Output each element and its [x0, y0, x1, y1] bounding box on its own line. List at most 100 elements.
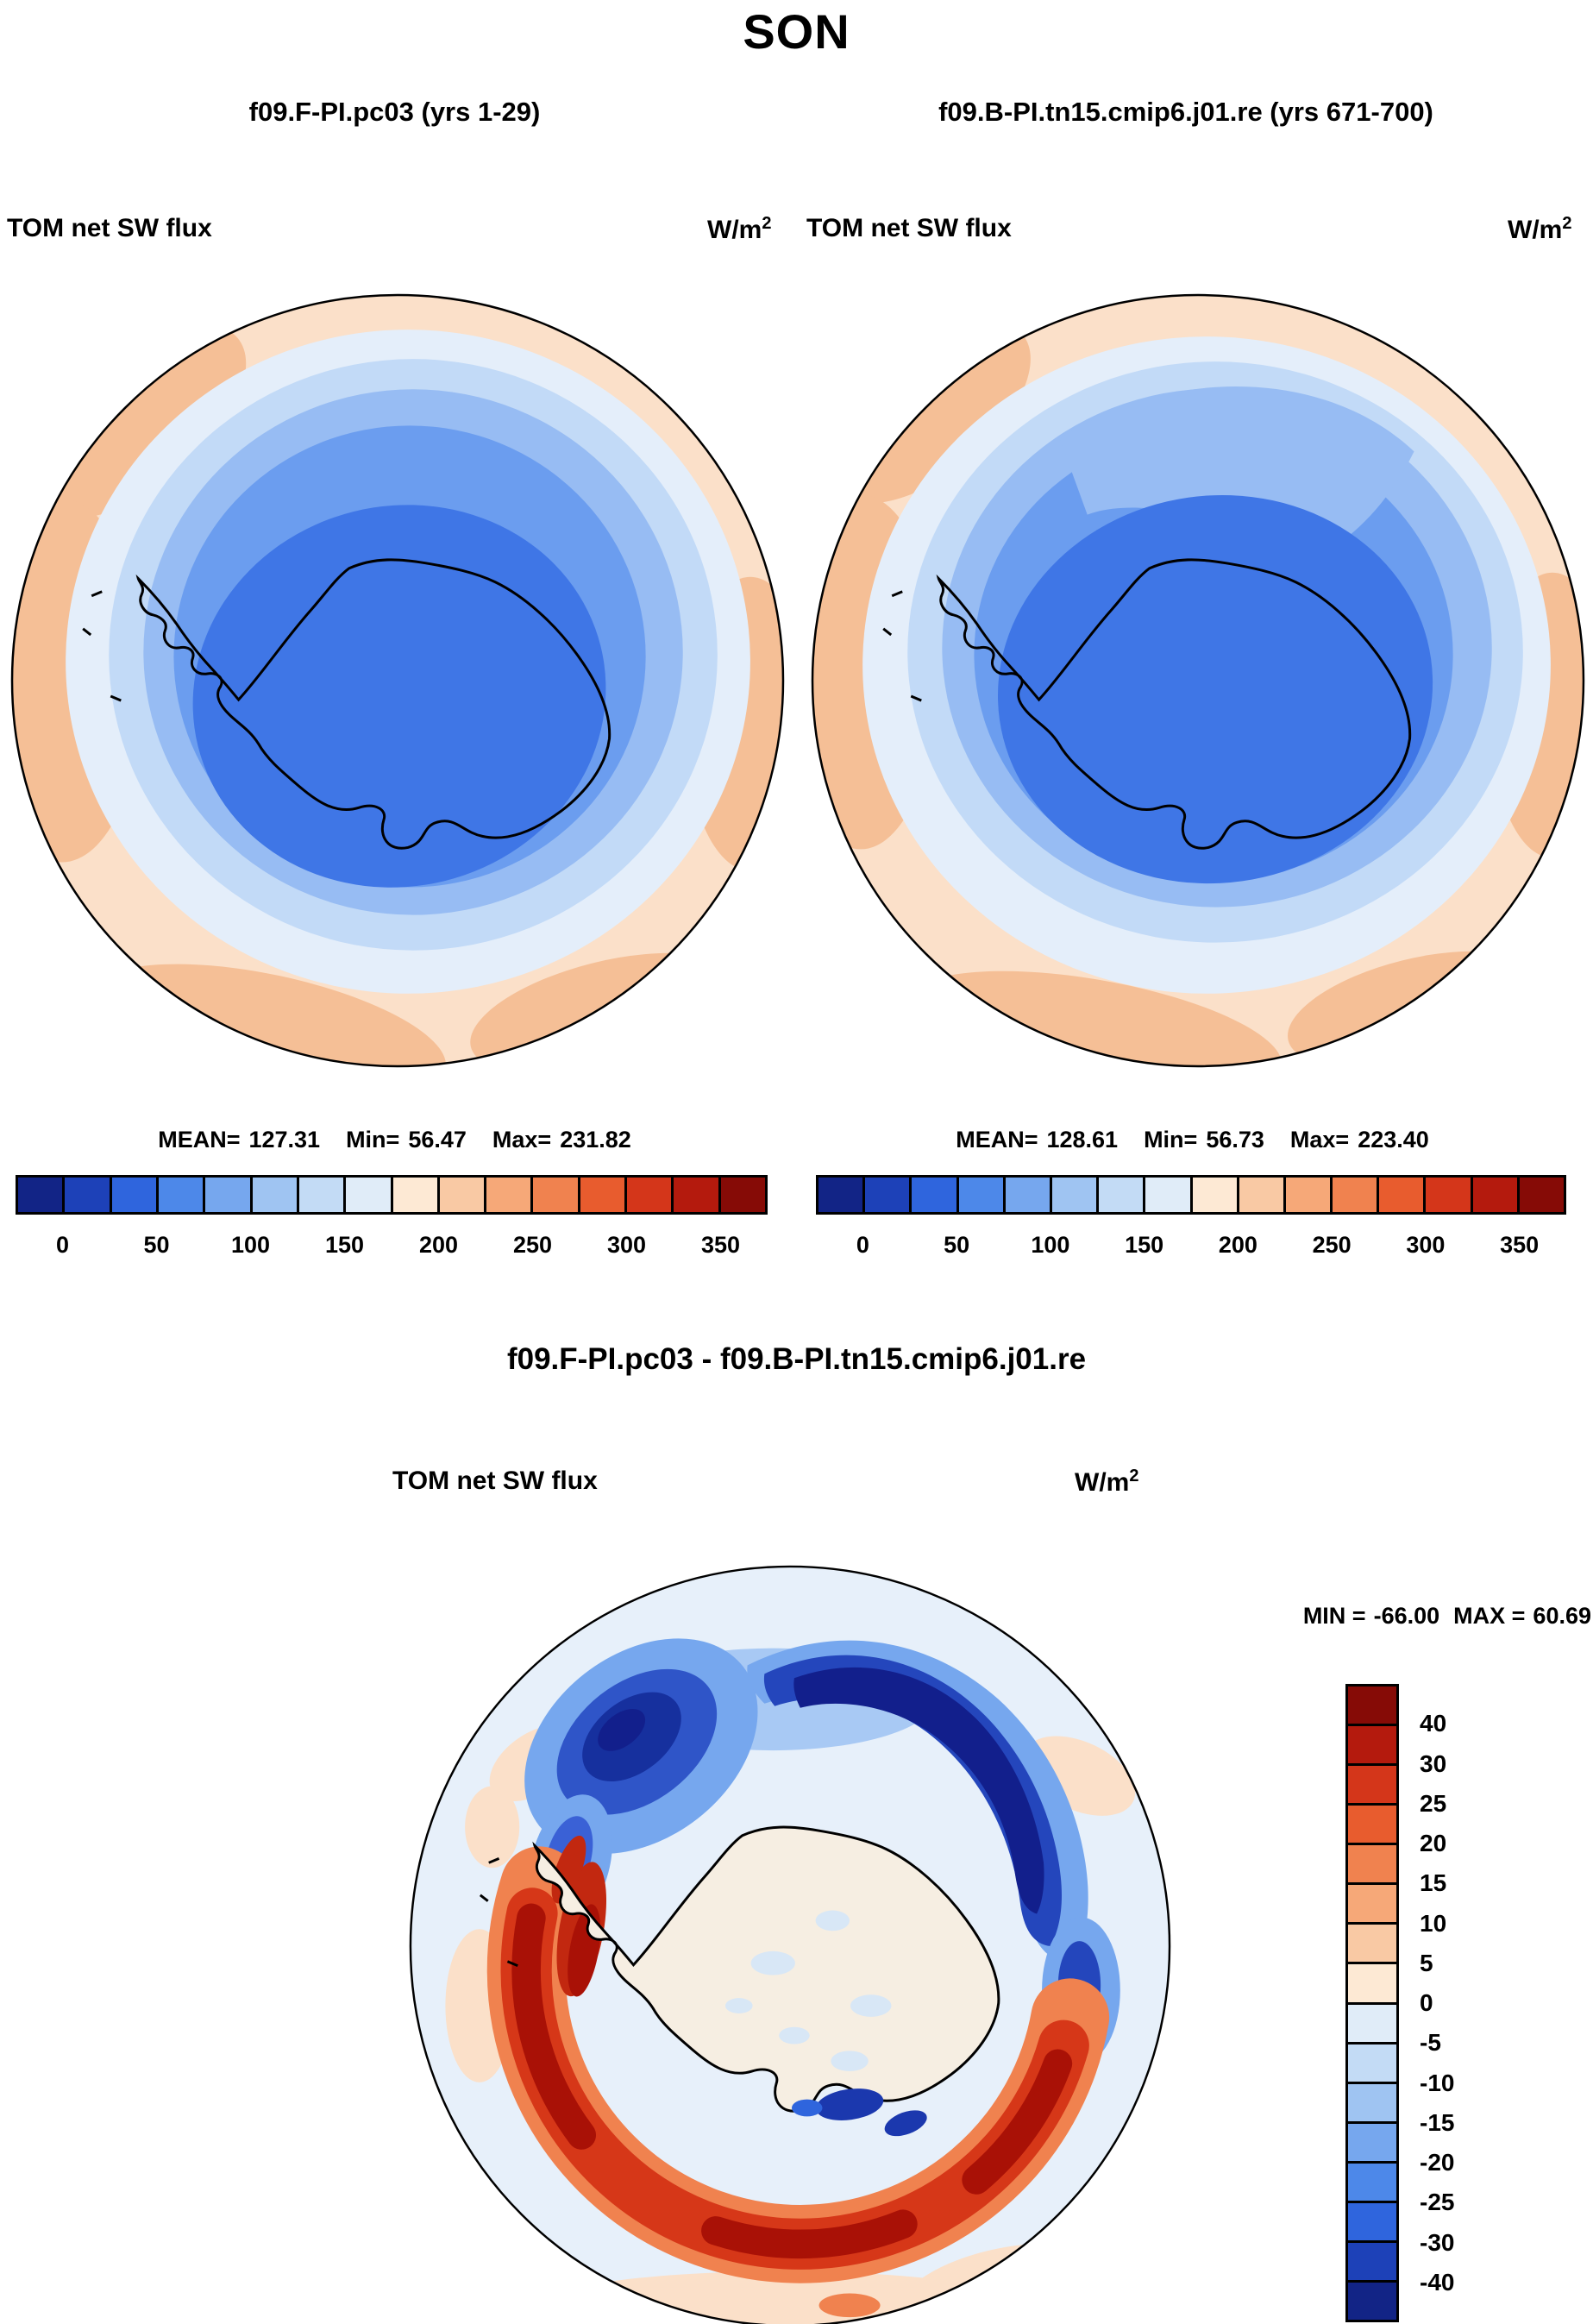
panel-a-units: W/m2 [707, 214, 771, 245]
panel-a-stats: MEAN= 127.31 Min= 56.47 Max= 231.82 [0, 1127, 789, 1153]
tick-label: 20 [1420, 1830, 1447, 1856]
colorbar-cell [865, 1178, 913, 1212]
colorbar-cell [1348, 1885, 1396, 1925]
map-panel-a [10, 293, 785, 1068]
max-label: Max= [492, 1127, 552, 1153]
colorbar-cell [1348, 2044, 1396, 2084]
diff-min-label: MIN = [1302, 1603, 1366, 1629]
map-panel-diff [409, 1565, 1171, 2324]
tick-label: -15 [1420, 2108, 1455, 2136]
tick-label: 50 [143, 1232, 170, 1258]
map-outline-circle [811, 293, 1585, 1068]
diff-units-exp: 2 [1129, 1467, 1139, 1485]
colorbar-cell [1005, 1178, 1052, 1212]
colorbar-cell [1348, 2083, 1396, 2124]
tick-label: 200 [1218, 1232, 1257, 1258]
colorbar-cell [1379, 1178, 1427, 1212]
colorbar-cell [1348, 1964, 1396, 2005]
colorbar-cell [439, 1178, 487, 1212]
tick-label: 30 [1420, 1749, 1447, 1777]
tick-label: 15 [1420, 1869, 1447, 1897]
diff-title: f09.F-PI.pc03 - f09.B-PI.tn15.cmip6.j01.… [506, 1342, 1087, 1376]
colorbar-cell [18, 1178, 66, 1212]
tick-label: 10 [1420, 1909, 1447, 1937]
colorbar-cell [627, 1178, 674, 1212]
map-diff-contour-field [410, 1566, 1170, 2324]
panel-a-subtitle: f09.F-PI.pc03 (yrs 1-29) [248, 97, 541, 127]
colorbar-cell [1426, 1178, 1473, 1212]
colorbar-cell [205, 1178, 253, 1212]
max-label: Max= [1289, 1127, 1350, 1153]
colorbar-cell [958, 1178, 1006, 1212]
colorbar-cell [1348, 2163, 1396, 2203]
panel-a-units-exp: 2 [762, 214, 772, 233]
tick-label: 0 [1420, 1989, 1433, 2016]
tick-label: -5 [1420, 2029, 1441, 2057]
panel-b-units-exp: 2 [1562, 214, 1572, 233]
tick-label: 25 [1420, 1789, 1447, 1817]
colorbar-diff-labels: 40 30 25 20 15 10 5 0 -5 -10 -15 -20 -25… [1420, 1684, 1506, 2322]
map-b-contour-field [812, 295, 1584, 1066]
colorbar-cell [1348, 2202, 1396, 2243]
colorbar-cell [1348, 1925, 1396, 1965]
map-panel-b [811, 293, 1585, 1068]
max-value: 223.40 [1358, 1127, 1429, 1153]
colorbar-cell [1348, 1686, 1396, 1727]
tick-label: -30 [1420, 2228, 1455, 2256]
tick-label: -10 [1420, 2069, 1455, 2096]
diff-max-label: MAX = [1453, 1603, 1526, 1629]
tick-label: 250 [512, 1232, 553, 1258]
panel-b-subtitle: f09.B-PI.tn15.cmip6.j01.re (yrs 671-700) [938, 97, 1433, 127]
tick-label: 200 [418, 1232, 459, 1258]
colorbar-cell [1239, 1178, 1286, 1212]
tick-label: 300 [606, 1232, 647, 1258]
diff-max-value: 60.69 [1533, 1603, 1591, 1629]
colorbar-cell [1348, 2282, 1396, 2320]
colorbar-cell [533, 1178, 580, 1212]
colorbar-cell [346, 1178, 393, 1212]
panel-a-field-label: TOM net SW flux [7, 214, 212, 242]
panel-a-units-base: W/m [707, 216, 762, 244]
colorbar-cell [65, 1178, 112, 1212]
colorbar-cell [111, 1178, 159, 1212]
tick-label: 350 [1500, 1232, 1540, 1258]
colorbar-cell [674, 1178, 721, 1212]
colorbar-cell [1348, 2004, 1396, 2044]
panel-b-field-label: TOM net SW flux [806, 214, 1012, 242]
diff-units-base: W/m [1075, 1468, 1130, 1497]
colorbar-cell [486, 1178, 534, 1212]
colorbar-cell [1099, 1178, 1146, 1212]
colorbar-cell [912, 1178, 959, 1212]
colorbar-cell [298, 1178, 347, 1212]
tick-label: -40 [1420, 2268, 1455, 2296]
colorbar-cell [1472, 1178, 1520, 1212]
colorbar-cell [1519, 1178, 1564, 1212]
panel-b-units: W/m2 [1508, 214, 1571, 245]
mean-value: 127.31 [248, 1127, 321, 1153]
tick-label: -25 [1420, 2189, 1455, 2216]
tick-label: 250 [1312, 1232, 1352, 1258]
colorbar-cell [252, 1178, 299, 1212]
tick-label: 100 [1031, 1232, 1070, 1258]
colorbar-diff [1345, 1684, 1399, 2322]
tick-label: 350 [700, 1232, 741, 1258]
mean-label: MEAN= [956, 1127, 1038, 1153]
colorbar-cell [1348, 2123, 1396, 2164]
diff-minmax: MIN = -66.00 MAX = 60.69 [1203, 1603, 1591, 1630]
colorbar-panel-b [816, 1175, 1566, 1215]
tick-label: 300 [1406, 1232, 1446, 1258]
colorbar-cell [1192, 1178, 1239, 1212]
colorbar-cell [1051, 1178, 1100, 1212]
tick-label: 50 [944, 1232, 970, 1258]
colorbar-cell [1348, 1845, 1396, 1886]
map-outline-circle [409, 1565, 1171, 2324]
colorbar-cell [1333, 1178, 1380, 1212]
colorbar-b-ticks: 0 50 100 150 200 250 300 350 [816, 1232, 1566, 1261]
panel-b-stats: MEAN= 128.61 Min= 56.73 Max= 223.40 [798, 1127, 1587, 1153]
mean-label: MEAN= [158, 1127, 241, 1153]
tick-label: 0 [856, 1232, 869, 1258]
colorbar-cell [158, 1178, 206, 1212]
colorbar-cell [1348, 1806, 1396, 1846]
diff-field-label: TOM net SW flux [392, 1467, 598, 1495]
max-value: 231.82 [560, 1127, 631, 1153]
